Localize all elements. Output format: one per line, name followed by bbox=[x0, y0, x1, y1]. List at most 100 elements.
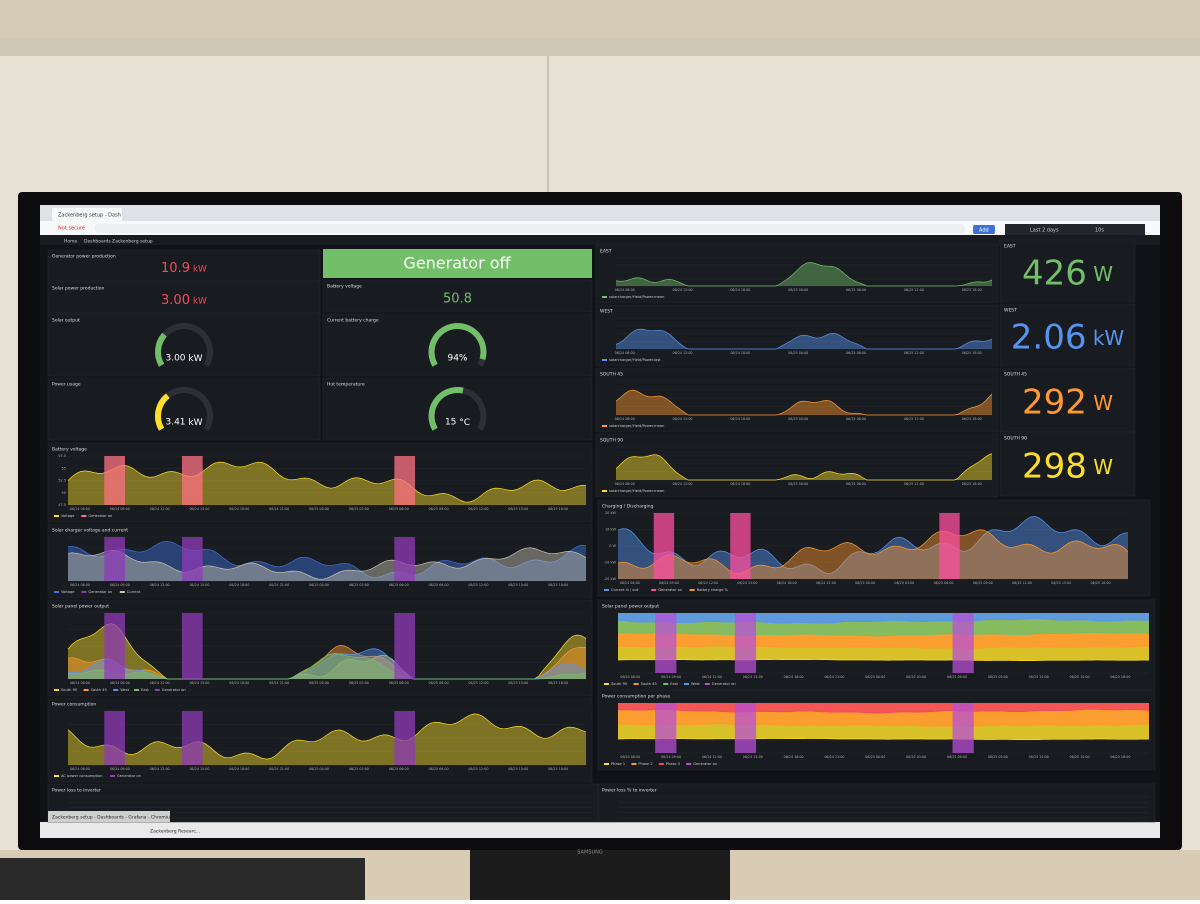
x-tick-label: 06/25 15:00 bbox=[508, 583, 528, 587]
x-tick-label: 06/24 06:00 bbox=[620, 755, 640, 759]
series-line bbox=[615, 453, 993, 481]
panel-title: Solar panel power output bbox=[602, 604, 659, 610]
x-tick-label: 06/24 12:00 bbox=[702, 755, 722, 759]
panel bbox=[47, 697, 593, 783]
legend-label: Voltage bbox=[61, 514, 75, 518]
series-area bbox=[618, 529, 1128, 579]
generator-band bbox=[655, 613, 677, 673]
panel-title: WEST bbox=[600, 309, 613, 315]
x-tick-label: 06/24 21:00 bbox=[816, 581, 836, 585]
generator-band bbox=[734, 703, 757, 753]
x-tick-label: 06/25 00:00 bbox=[865, 755, 885, 759]
gauge-fill bbox=[155, 332, 167, 367]
generator-band bbox=[394, 537, 416, 581]
series-line bbox=[617, 618, 1150, 624]
x-tick-label: 06/24 18:00 bbox=[229, 767, 249, 771]
generator-band bbox=[181, 711, 203, 765]
x-tick-label: 06/24 09:00 bbox=[659, 581, 679, 585]
legend-label: solarcharger/Yield/Power.mean bbox=[609, 295, 664, 299]
breadcrumb: Home bbox=[64, 239, 78, 245]
status-text: Generator off bbox=[403, 254, 511, 273]
legend-swatch bbox=[704, 683, 710, 685]
series-line bbox=[615, 389, 993, 416]
legend-label: Generator on bbox=[117, 774, 141, 778]
tv-brand: SAMSUNG bbox=[577, 850, 603, 856]
ceiling-trim bbox=[0, 38, 1200, 56]
legend-swatch bbox=[602, 359, 607, 361]
series-area bbox=[616, 329, 992, 349]
x-tick-label: 06/25 06:00 bbox=[846, 417, 866, 421]
legend-label: Current bbox=[127, 590, 141, 594]
x-tick-label: 06/25 00:00 bbox=[309, 507, 329, 511]
x-tick-label: 06/25 15:00 bbox=[508, 507, 528, 511]
series-line bbox=[617, 515, 1129, 574]
legend-label: Phase 1 bbox=[611, 762, 625, 766]
gauge-value: 3.41 kW bbox=[165, 418, 202, 428]
address-bar bbox=[95, 224, 965, 233]
x-tick-label: 06/24 12:00 bbox=[672, 417, 692, 421]
x-tick-label: 06/25 09:00 bbox=[988, 675, 1008, 679]
legend-label: Voltage bbox=[61, 590, 75, 594]
series-line bbox=[67, 547, 587, 580]
panel-title: Power loss to inverter bbox=[52, 788, 101, 794]
side-stat-unit: W bbox=[1087, 455, 1113, 479]
x-tick-label: 06/24 18:00 bbox=[730, 288, 750, 292]
x-tick-label: 06/25 18:00 bbox=[962, 417, 982, 421]
x-tick-label: 06/25 18:00 bbox=[962, 288, 982, 292]
legend-label: solarcharger/Yield/Power.mean bbox=[609, 489, 664, 493]
panel bbox=[322, 279, 593, 313]
panel bbox=[595, 433, 999, 498]
y-tick-label: -10 kW bbox=[604, 561, 617, 565]
taskbar-window bbox=[48, 811, 170, 822]
x-tick-label: 06/25 15:00 bbox=[1051, 581, 1071, 585]
legend-label: Generator on bbox=[88, 514, 112, 518]
stat-title: Solar power production bbox=[52, 286, 105, 292]
panel-title: Charging / Discharging bbox=[602, 504, 654, 510]
legend-label: East bbox=[141, 688, 149, 692]
generator-band bbox=[104, 456, 125, 505]
x-tick-label: 06/25 12:00 bbox=[468, 583, 488, 587]
legend-label: South 45 bbox=[641, 682, 657, 686]
generator-band bbox=[952, 703, 974, 753]
x-tick-label: 06/24 12:00 bbox=[702, 675, 722, 679]
y-tick-label: 10 kW bbox=[605, 528, 617, 532]
stat-unit: kW bbox=[190, 296, 207, 306]
legend-swatch bbox=[81, 515, 87, 517]
legend-swatch bbox=[54, 591, 59, 593]
panel bbox=[999, 303, 1136, 367]
panel bbox=[595, 244, 999, 304]
series-area bbox=[616, 262, 992, 286]
legend-label: Generator on bbox=[162, 688, 186, 692]
panel bbox=[597, 783, 1156, 823]
legend-swatch bbox=[119, 591, 125, 593]
x-tick-label: 06/25 12:00 bbox=[904, 417, 924, 421]
panel bbox=[47, 523, 593, 599]
generator-band bbox=[939, 513, 960, 579]
legend-swatch bbox=[602, 296, 607, 298]
legend-label: Battery charge % bbox=[697, 588, 729, 592]
side-stat-unit: W bbox=[1087, 262, 1113, 286]
x-tick-label: 06/24 09:00 bbox=[110, 681, 130, 685]
generator-band bbox=[734, 613, 757, 673]
stat-value: 10.9 kW bbox=[161, 261, 207, 276]
x-tick-label: 06/24 06:00 bbox=[615, 417, 635, 421]
x-tick-label: 06/24 21:00 bbox=[824, 755, 844, 759]
stat-title: Battery voltage bbox=[327, 284, 362, 290]
generator-band bbox=[394, 711, 416, 765]
series-area bbox=[68, 645, 586, 679]
x-tick-label: 06/25 06:00 bbox=[389, 681, 409, 685]
legend-swatch bbox=[110, 775, 115, 777]
x-tick-label: 06/25 00:00 bbox=[788, 417, 808, 421]
x-tick-label: 06/25 06:00 bbox=[947, 755, 967, 759]
legend-label: Generator on bbox=[693, 762, 717, 766]
x-tick-label: 06/24 09:00 bbox=[110, 767, 130, 771]
legend-label: Generator on bbox=[712, 682, 736, 686]
x-tick-label: 06/24 18:00 bbox=[730, 482, 750, 486]
legend-swatch bbox=[134, 689, 139, 691]
x-tick-label: 06/25 18:00 bbox=[1110, 675, 1130, 679]
x-tick-label: 06/25 12:00 bbox=[468, 681, 488, 685]
generator-band bbox=[394, 456, 416, 505]
x-tick-label: 06/25 18:00 bbox=[1110, 755, 1130, 759]
x-tick-label: 06/25 06:00 bbox=[846, 482, 866, 486]
